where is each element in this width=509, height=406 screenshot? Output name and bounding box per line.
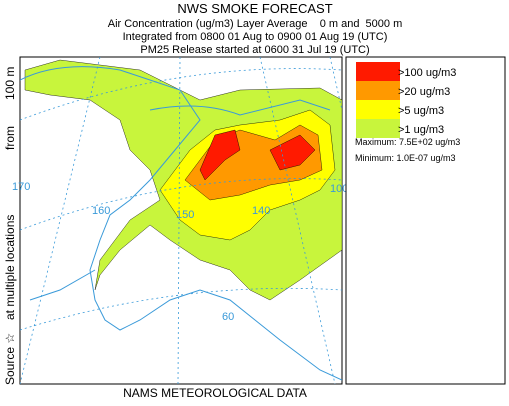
legend-swatch — [356, 81, 400, 100]
legend: >100 ug/m3 >20 ug/m3 >5 ug/m3 >1 ug/m3 — [356, 62, 456, 138]
graticule — [20, 57, 342, 384]
grid-label: 160 — [92, 205, 110, 217]
smoke-contour — [199, 129, 316, 181]
title: NWS SMOKE FORECAST — [177, 1, 332, 16]
legend-swatch — [356, 119, 400, 138]
subtitle: PM25 Release started at 0600 31 Jul 19 (… — [140, 44, 369, 56]
smoke-plume — [24, 59, 342, 301]
legend-label: >1 ug/m3 — [398, 124, 444, 136]
legend-swatch — [356, 100, 400, 119]
footer: NAMS METEOROLOGICAL DATA — [123, 386, 307, 400]
side-label: Source ☆ at multiple locations from 100 … — [3, 67, 17, 385]
maximum: Maximum: 7.5E+02 ug/m3 — [355, 137, 460, 147]
coastline — [20, 66, 342, 381]
legend-swatch — [356, 62, 400, 81]
grid-label: 140 — [252, 205, 270, 217]
grid-label: 100 — [330, 183, 348, 195]
side-label-part: at multiple locations — [3, 215, 17, 320]
map: 170 160 150 140 100 60 — [12, 56, 348, 385]
legend-label: >100 ug/m3 — [398, 67, 456, 79]
minimum: Minimum: 1.0E-07 ug/m3 — [355, 153, 456, 163]
grid-label: 170 — [12, 181, 30, 193]
grid-label: 60 — [222, 311, 234, 323]
legend-label: >20 ug/m3 — [398, 86, 450, 98]
side-label-part: 100 m — [3, 67, 17, 100]
side-label-part: Source ☆ — [3, 333, 17, 385]
subtitle: Integrated from 0800 01 Aug to 0900 01 A… — [123, 31, 388, 43]
legend-label: >5 ug/m3 — [398, 105, 444, 117]
side-label-part: from — [3, 126, 17, 150]
grid-label: 150 — [176, 209, 194, 221]
coastline — [29, 99, 331, 301]
subtitle: Air Concentration (ug/m3) Layer Average … — [108, 18, 403, 30]
